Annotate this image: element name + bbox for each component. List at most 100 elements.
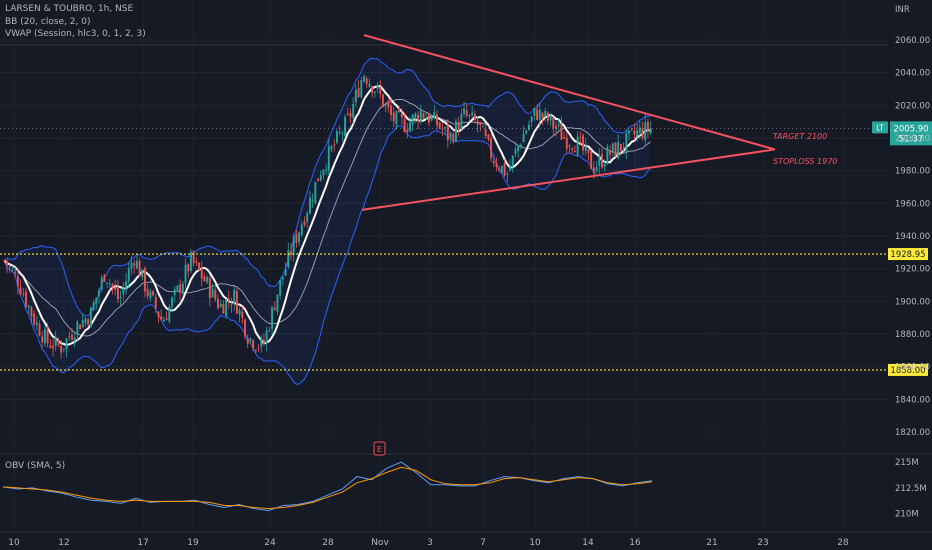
triangle-upper-line — [363, 34, 776, 151]
symbol-title: LARSEN & TOUBRO, 1h, NSE — [5, 4, 134, 14]
candle-body — [192, 251, 195, 264]
candle-body — [38, 323, 41, 336]
candle-body — [557, 124, 560, 127]
candle-body — [565, 137, 568, 149]
candle-body — [203, 276, 206, 282]
bb-basis — [4, 98, 651, 337]
candle-body — [630, 128, 633, 130]
candle-body — [468, 114, 471, 116]
candle-body — [365, 78, 368, 85]
candle-body — [22, 293, 25, 295]
candle-body — [603, 163, 606, 167]
candle-body — [116, 286, 119, 300]
candle-body — [89, 307, 92, 328]
candles — [3, 74, 652, 359]
candle-body — [138, 260, 141, 278]
candle-body — [25, 291, 27, 307]
price-tick-label: 1960.00 — [895, 199, 930, 209]
candle-body — [638, 127, 641, 133]
candle-body — [368, 84, 371, 87]
candle-body — [371, 86, 374, 93]
candle-body — [133, 263, 136, 266]
candle-body — [57, 339, 60, 345]
candle-body — [406, 129, 409, 132]
candle-body — [200, 267, 203, 279]
candle-body — [287, 250, 290, 267]
candle-body — [79, 324, 82, 330]
candle-body — [611, 143, 614, 153]
candle-body — [81, 319, 84, 328]
candle-body — [311, 199, 314, 201]
candle-body — [384, 103, 387, 106]
candle-body — [349, 112, 352, 117]
candle-body — [125, 280, 127, 291]
obv-tick-label: 215M — [895, 458, 919, 468]
price-tick-label: 2060.00 — [895, 36, 930, 46]
candle-body — [103, 274, 106, 282]
time-tick-label: 10 — [529, 538, 541, 548]
candle-body — [238, 309, 241, 315]
candle-body — [549, 114, 552, 121]
candle-body — [425, 117, 428, 120]
obv-tick-label: 210M — [895, 510, 919, 520]
candle-body — [333, 144, 336, 146]
time-tick-label: 24 — [264, 538, 276, 548]
time-tick-label: 23 — [757, 538, 768, 548]
candle-body — [525, 130, 528, 134]
candle-body — [322, 169, 325, 176]
candle-body — [254, 349, 257, 351]
price-badge-value: 2005.90 — [893, 124, 928, 134]
candle-body — [314, 181, 317, 203]
candle-body — [276, 294, 279, 312]
candle-body — [206, 277, 209, 283]
candle-body — [609, 150, 612, 155]
candle-body — [273, 307, 276, 311]
candle-body — [519, 144, 522, 147]
candle-body — [265, 330, 268, 345]
price-badge-countdown: 51:37 — [899, 134, 924, 144]
candle-body — [54, 336, 57, 347]
level-badge — [888, 248, 928, 261]
vwap-line — [3, 84, 651, 347]
candle-body — [244, 319, 246, 337]
candle-body — [587, 148, 590, 153]
candle-body — [76, 321, 79, 335]
candle-body — [514, 149, 517, 155]
time-tick-label: 10 — [8, 538, 20, 548]
candle-body — [157, 311, 160, 317]
candle-body — [46, 326, 49, 344]
time-tick-label: 3 — [427, 538, 433, 548]
candle-body — [409, 122, 411, 132]
time-tick-label: 28 — [322, 538, 334, 548]
candle-body — [555, 126, 557, 129]
currency-label: INR — [895, 5, 910, 15]
candle-body — [649, 128, 652, 134]
candle-body — [127, 268, 130, 282]
candle-body — [495, 162, 498, 168]
candle-body — [471, 112, 474, 116]
candle-body — [214, 290, 217, 300]
candle-body — [373, 91, 376, 93]
triangle-lower-line — [361, 148, 776, 211]
candle-body — [498, 168, 501, 171]
time-tick-label: 28 — [837, 538, 849, 548]
candle-body — [290, 250, 292, 255]
candle-body — [460, 113, 463, 130]
candle-body — [227, 298, 230, 302]
candle-body — [452, 134, 455, 142]
candle-body — [71, 334, 73, 340]
candle-body — [449, 133, 452, 138]
candle-body — [387, 101, 390, 108]
candle-body — [65, 338, 68, 350]
candle-body — [625, 133, 628, 152]
candle-body — [441, 128, 444, 130]
level-label: 1858.00 — [890, 366, 925, 376]
candle-body — [352, 103, 355, 119]
candle-body — [173, 289, 176, 295]
candle-body — [263, 339, 265, 344]
candle-body — [84, 318, 87, 323]
candle-body — [341, 132, 344, 134]
candle-body — [11, 269, 14, 271]
candle-body — [68, 335, 71, 337]
candle-body — [246, 338, 249, 344]
